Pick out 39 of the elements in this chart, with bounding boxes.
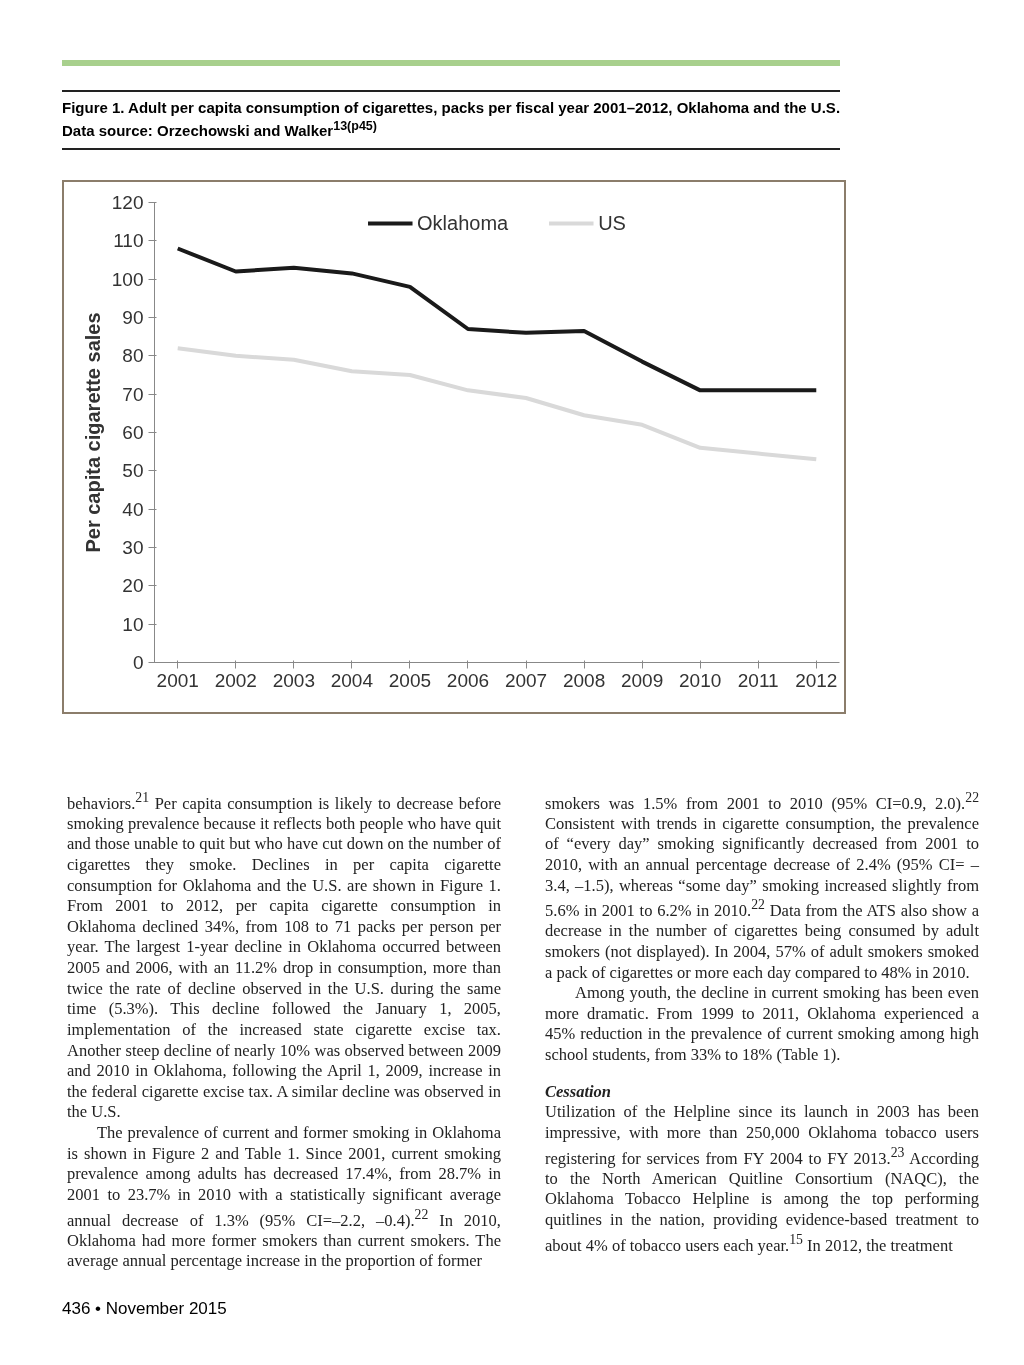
y-tick-label: 80 bbox=[122, 344, 144, 366]
y-axis-title: Per capita cigarette sales bbox=[81, 311, 104, 553]
legend-label: US bbox=[598, 211, 626, 235]
x-tick-label: 2010 bbox=[679, 669, 722, 690]
text: Among youth, the decline in current smoking has been even more dramatic. From 1999 to 2011, Oklahoma experienced a 45% reduction in the prevalence of current smoking among high school students, from 33% to 18% (Table 1). bbox=[545, 983, 979, 1066]
y-tick-label: 110 bbox=[113, 229, 144, 251]
chart-subtitle: Data source: Orzechowski and Walker$^{13(p45)}$ bbox=[62, 119, 377, 140]
y-tick-label: 40 bbox=[122, 498, 144, 520]
text: The prevalence of current and former smoking in Oklahoma is shown in Figure 2 and Table 1. Since 2001, current smoking prevalence among adults has decreased 17.4%, from 28.7% in 2001 to 23.7% in 2010 with a statistically significant average annual decrease of 1.3% (95% CI=–2.2, –0.4).$^{22}$ In 2010, Oklahoma had more former smokers than current smokers. The average annual percentage increase in the proportion of former bbox=[67, 1123, 501, 1271]
x-tick-label: 2003 bbox=[272, 669, 315, 690]
y-tick-label: 20 bbox=[122, 574, 144, 596]
x-tick-label: 2009 bbox=[620, 669, 664, 690]
x-tick-label: 2006 bbox=[446, 669, 490, 690]
x-tick-label: 2004 bbox=[330, 669, 374, 690]
line-series bbox=[175, 345, 819, 461]
line-series bbox=[175, 246, 819, 392]
y-tick-label: 10 bbox=[122, 613, 144, 635]
y-tick-label: 50 bbox=[122, 459, 144, 481]
y-tick-label: 0 bbox=[132, 651, 144, 673]
legend-label: Oklahoma bbox=[417, 211, 509, 235]
text: 436 • November 2015 bbox=[62, 1297, 227, 1320]
chart-title: Figure 1. Adult per capita consumption of cigarettes, packs per fiscal year 2001–2012, Oklahoma and the U.S. bbox=[62, 99, 841, 116]
y-tick-label: 60 bbox=[122, 421, 144, 443]
x-tick-label: 2012 bbox=[795, 669, 838, 690]
x-tick-label: 2011 bbox=[737, 669, 779, 690]
y-tick-label: 120 bbox=[111, 191, 144, 213]
x-tick-label: 2001 bbox=[156, 669, 199, 690]
y-tick-label: 30 bbox=[122, 536, 144, 558]
x-tick-label: 2008 bbox=[562, 669, 606, 690]
x-tick-label: 2005 bbox=[388, 669, 432, 690]
x-tick-label: 2002 bbox=[214, 669, 257, 690]
y-tick-label: 70 bbox=[122, 383, 144, 405]
text: behaviors.$^{21}$ Per capita consumption is likely to decrease before smoking prevalence because it reflects both people who have quit and those unable to quit but who have cut down on the number of cigarettes they smoke. Declines in per capita cigarette consumption for Oklahoma and the U.S. are shown in Figure 1. From 2001 to 2012, per capita cigarette consumption in Oklahoma declined 34%, from 108 to 71 packs per person per year. The largest 1-year decline in Oklahoma occurred between 2005 and 2006, with an 11.2% drop in consumption, more than twice the rate of decline observed in the U.S. during the same time (5.3%). This decline followed the January 1, 2005, implementation of the increased state cigarette excise tax. Another steep decline of nearly 10% was observed between 2009 and 2010 in Oklahoma, following the April 1, 2009, increase in the federal cigarette excise tax. A similar decline was observed in the U.S. bbox=[67, 789, 501, 1122]
x-tick-label: 2007 bbox=[504, 669, 548, 690]
y-tick-label: 90 bbox=[122, 306, 144, 328]
text: Utilization of the Helpline since its launch in 2003 has been impressive, with more than 250,000 Oklahoma tobacco users registering for services from FY 2004 to FY 2013.$^{23}$ According to the North American Quitline Consortium (NAQC), the Oklahoma Tobacco Helpline is among the top performing quitlines in the nation, providing evidence-based treatment to about 4% of tobacco users each year.$^{15}$ In 2012, the treatment bbox=[545, 1102, 979, 1254]
y-tick-label: 100 bbox=[111, 268, 144, 290]
text: smokers was 1.5% from 2001 to 2010 (95% CI=0.9, 2.0).$^{22}$ Consistent with trends in cigarette consumption, the prevalence of “every day” smoking significantly decreased from 2001 to 2010, with an annual percentage decrease of 2.4% (95% CI= –3.4, –1.5), whereas “some day” smoking increased slightly from 5.6% in 2001 to 6.2% in 2010.$^{22}$ Data from the ATS also show a decrease in the number of cigarettes being consumed by adult smokers (not displayed). In 2004, 57% of adult smokers smoked a pack of cigarettes or more each day compared to 48% in 2010. bbox=[545, 789, 979, 982]
text: Cessation bbox=[545, 1081, 613, 1103]
